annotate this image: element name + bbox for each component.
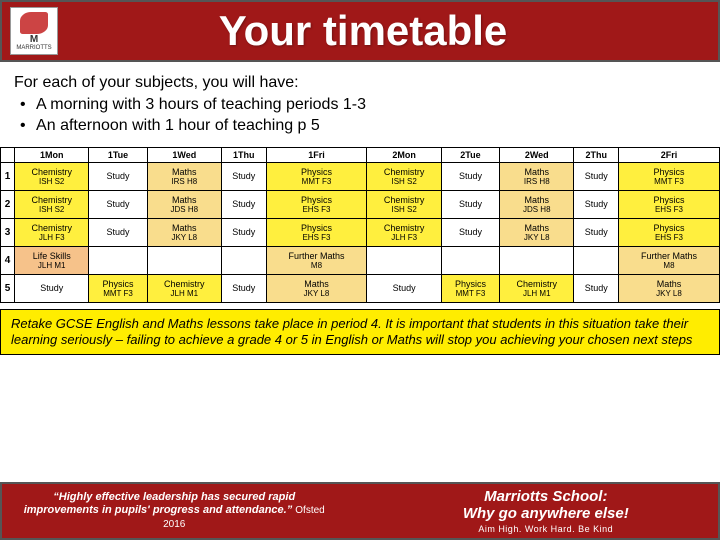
- timetable-cell: ChemistryISH S2: [15, 162, 89, 190]
- page-title: Your timetable: [58, 7, 668, 55]
- timetable-cell: Study: [222, 190, 266, 218]
- timetable-cell: Study: [367, 274, 441, 302]
- ofsted-quote: “Highly effective leadership has secured…: [24, 491, 295, 516]
- timetable-cell: Study: [222, 218, 266, 246]
- table-row: 4Life SkillsJLH M1 Further MathsM8 Further…: [1, 246, 720, 274]
- retake-notice: Retake GCSE English and Maths lessons ta…: [0, 309, 720, 356]
- timetable-cell: PhysicsMMT F3: [441, 274, 499, 302]
- timetable-cell: ChemistryJLH M1: [147, 274, 221, 302]
- footer-quote-block: “Highly effective leadership has secured…: [16, 491, 332, 531]
- timetable-cell: [367, 246, 441, 274]
- timetable-cell: ChemistryISH S2: [367, 162, 441, 190]
- school-tagline: Why go anywhere else!: [388, 505, 704, 522]
- timetable-cell: MathsJKY L8: [266, 274, 367, 302]
- timetable-cell: [441, 246, 499, 274]
- timetable-cell: PhysicsMMT F3: [618, 162, 719, 190]
- col-header: 1Tue: [89, 147, 147, 162]
- timetable-cell: [500, 246, 574, 274]
- timetable-cell: Study: [89, 190, 147, 218]
- col-header: 2Wed: [500, 147, 574, 162]
- timetable-cell: Study: [89, 218, 147, 246]
- period-number: 1: [1, 162, 15, 190]
- timetable-cell: Study: [441, 162, 499, 190]
- logo-letter: M: [30, 34, 38, 45]
- bullet-2: An afternoon with 1 hour of teaching p 5: [20, 115, 706, 137]
- col-header: 2Fri: [618, 147, 719, 162]
- timetable-cell: Study: [574, 162, 618, 190]
- col-header: 1Thu: [222, 147, 266, 162]
- period-number: 2: [1, 190, 15, 218]
- timetable-cell: Study: [89, 162, 147, 190]
- col-header: 1Fri: [266, 147, 367, 162]
- period-number: 4: [1, 246, 15, 274]
- footer-school-block: Marriotts School: Why go anywhere else! …: [388, 488, 704, 535]
- school-name: Marriotts School:: [388, 488, 704, 505]
- table-row: 5StudyPhysicsMMT F3ChemistryJLH M1StudyM…: [1, 274, 720, 302]
- timetable-cell: MathsJKY L8: [500, 218, 574, 246]
- col-header: 2Tue: [441, 147, 499, 162]
- timetable-cell: PhysicsEHS F3: [266, 218, 367, 246]
- timetable-cell: Further MathsM8: [266, 246, 367, 274]
- timetable-cell: ChemistryISH S2: [367, 190, 441, 218]
- timetable-cell: [147, 246, 221, 274]
- timetable-cell: MathsIRS H8: [500, 162, 574, 190]
- timetable-cell: Study: [574, 190, 618, 218]
- intro-lead: For each of your subjects, you will have…: [14, 72, 706, 94]
- timetable-cell: [222, 246, 266, 274]
- table-row: 1ChemistryISH S2StudyMathsIRS H8StudyPhy…: [1, 162, 720, 190]
- col-header: 1Mon: [15, 147, 89, 162]
- col-header: 2Mon: [367, 147, 441, 162]
- timetable-cell: Study: [574, 274, 618, 302]
- timetable-cell: PhysicsMMT F3: [266, 162, 367, 190]
- timetable-cell: MathsJKY L8: [147, 218, 221, 246]
- timetable-cell: Study: [574, 218, 618, 246]
- col-header: 1Wed: [147, 147, 221, 162]
- period-number: 5: [1, 274, 15, 302]
- timetable: 1Mon1Tue1Wed1Thu1Fri2Mon2Tue2Wed2Thu2Fri…: [0, 147, 720, 303]
- timetable-cell: Study: [222, 274, 266, 302]
- footer-bar: “Highly effective leadership has secured…: [0, 482, 720, 540]
- intro-text: For each of your subjects, you will have…: [0, 62, 720, 143]
- timetable-cell: PhysicsMMT F3: [89, 274, 147, 302]
- timetable-cell: ChemistryJLH M1: [500, 274, 574, 302]
- timetable-cell: Study: [222, 162, 266, 190]
- timetable-cell: MathsJDS H8: [500, 190, 574, 218]
- table-row: 2ChemistryISH S2StudyMathsJDS H8StudyPhy…: [1, 190, 720, 218]
- timetable-cell: [89, 246, 147, 274]
- timetable-cell: PhysicsEHS F3: [618, 190, 719, 218]
- period-number: 3: [1, 218, 15, 246]
- intro-bullets: A morning with 3 hours of teaching perio…: [14, 94, 706, 137]
- school-logo: M MARRIOTTS: [10, 7, 58, 55]
- timetable-cell: Study: [441, 218, 499, 246]
- timetable-cell: PhysicsEHS F3: [266, 190, 367, 218]
- table-row: 3ChemistryJLH F3StudyMathsJKY L8StudyPhy…: [1, 218, 720, 246]
- timetable-cell: MathsJDS H8: [147, 190, 221, 218]
- timetable-cell: MathsIRS H8: [147, 162, 221, 190]
- timetable-cell: Study: [441, 190, 499, 218]
- timetable-cell: Life SkillsJLH M1: [15, 246, 89, 274]
- school-motto: Aim High. Work Hard. Be Kind: [388, 524, 704, 534]
- header-bar: M MARRIOTTS Your timetable: [0, 0, 720, 62]
- leaf-icon: [20, 12, 48, 34]
- timetable-cell: ChemistryISH S2: [15, 190, 89, 218]
- bullet-1: A morning with 3 hours of teaching perio…: [20, 94, 706, 116]
- timetable-cell: ChemistryJLH F3: [15, 218, 89, 246]
- timetable-cell: Further MathsM8: [618, 246, 719, 274]
- timetable-cell: [574, 246, 618, 274]
- logo-name: MARRIOTTS: [16, 45, 51, 51]
- timetable-cell: PhysicsEHS F3: [618, 218, 719, 246]
- timetable-cell: Study: [15, 274, 89, 302]
- timetable-cell: ChemistryJLH F3: [367, 218, 441, 246]
- col-header: [1, 147, 15, 162]
- col-header: 2Thu: [574, 147, 618, 162]
- timetable-cell: MathsJKY L8: [618, 274, 719, 302]
